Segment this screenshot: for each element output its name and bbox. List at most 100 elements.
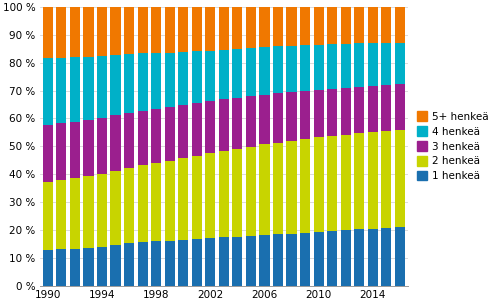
Bar (219, 49, 229, 99)
Bar (340, 44, 351, 88)
Bar (300, 91, 310, 139)
Bar (205, 102, 215, 153)
Bar (151, 163, 161, 241)
Bar (368, 7, 378, 43)
Bar (70, 57, 80, 122)
Bar (327, 89, 337, 136)
Bar (300, 45, 310, 91)
Bar (313, 7, 324, 45)
Bar (205, 238, 215, 286)
Bar (124, 113, 134, 168)
Bar (83, 7, 93, 57)
Bar (83, 176, 93, 248)
Bar (354, 43, 364, 87)
Bar (137, 165, 148, 242)
Bar (43, 58, 53, 125)
Bar (110, 115, 121, 171)
Bar (286, 92, 297, 141)
Bar (286, 141, 297, 234)
Bar (192, 103, 202, 156)
Bar (327, 231, 337, 286)
Bar (259, 145, 270, 235)
Bar (300, 233, 310, 286)
Bar (70, 178, 80, 249)
Bar (381, 85, 391, 131)
Bar (178, 52, 188, 105)
Bar (395, 227, 405, 286)
Bar (219, 7, 229, 49)
Bar (286, 46, 297, 92)
Bar (56, 58, 66, 123)
Bar (395, 7, 405, 42)
Bar (83, 57, 93, 120)
Bar (165, 107, 175, 161)
Bar (395, 42, 405, 85)
Bar (219, 238, 229, 286)
Bar (381, 43, 391, 85)
Bar (246, 96, 256, 147)
Bar (110, 7, 121, 55)
Bar (97, 7, 107, 56)
Bar (340, 135, 351, 230)
Bar (70, 122, 80, 178)
Bar (368, 43, 378, 86)
Bar (43, 125, 53, 182)
Bar (313, 232, 324, 286)
Bar (259, 47, 270, 95)
Bar (56, 249, 66, 286)
Bar (327, 7, 337, 44)
Bar (110, 55, 121, 115)
Bar (300, 139, 310, 233)
Bar (137, 53, 148, 111)
Bar (205, 7, 215, 51)
Bar (43, 182, 53, 250)
Bar (368, 86, 378, 132)
Bar (259, 95, 270, 145)
Bar (165, 241, 175, 286)
Bar (232, 98, 243, 149)
Bar (165, 7, 175, 53)
Bar (381, 7, 391, 43)
Bar (273, 46, 283, 93)
Bar (368, 132, 378, 229)
Bar (286, 234, 297, 286)
Bar (246, 48, 256, 96)
Bar (219, 99, 229, 151)
Bar (124, 7, 134, 54)
Bar (273, 142, 283, 235)
Bar (151, 109, 161, 163)
Bar (395, 130, 405, 227)
Bar (97, 174, 107, 247)
Bar (232, 237, 243, 286)
Bar (97, 56, 107, 118)
Bar (327, 44, 337, 89)
Bar (110, 171, 121, 245)
Bar (313, 90, 324, 138)
Bar (165, 161, 175, 241)
Bar (151, 53, 161, 109)
Bar (178, 7, 188, 52)
Bar (368, 229, 378, 286)
Bar (381, 228, 391, 286)
Bar (124, 54, 134, 113)
Bar (246, 147, 256, 236)
Bar (354, 7, 364, 43)
Legend: 5+ henkeä, 4 henkeä, 3 henkeä, 2 henkeä, 1 henkeä: 5+ henkeä, 4 henkeä, 3 henkeä, 2 henkeä,… (417, 112, 489, 181)
Bar (137, 111, 148, 165)
Bar (178, 105, 188, 158)
Bar (340, 88, 351, 135)
Bar (232, 7, 243, 49)
Bar (56, 123, 66, 180)
Bar (56, 7, 66, 58)
Bar (192, 7, 202, 51)
Bar (232, 149, 243, 237)
Bar (273, 7, 283, 46)
Bar (137, 242, 148, 286)
Bar (232, 49, 243, 98)
Bar (124, 243, 134, 286)
Bar (246, 236, 256, 286)
Bar (219, 151, 229, 238)
Bar (151, 241, 161, 286)
Bar (313, 45, 324, 90)
Bar (178, 158, 188, 240)
